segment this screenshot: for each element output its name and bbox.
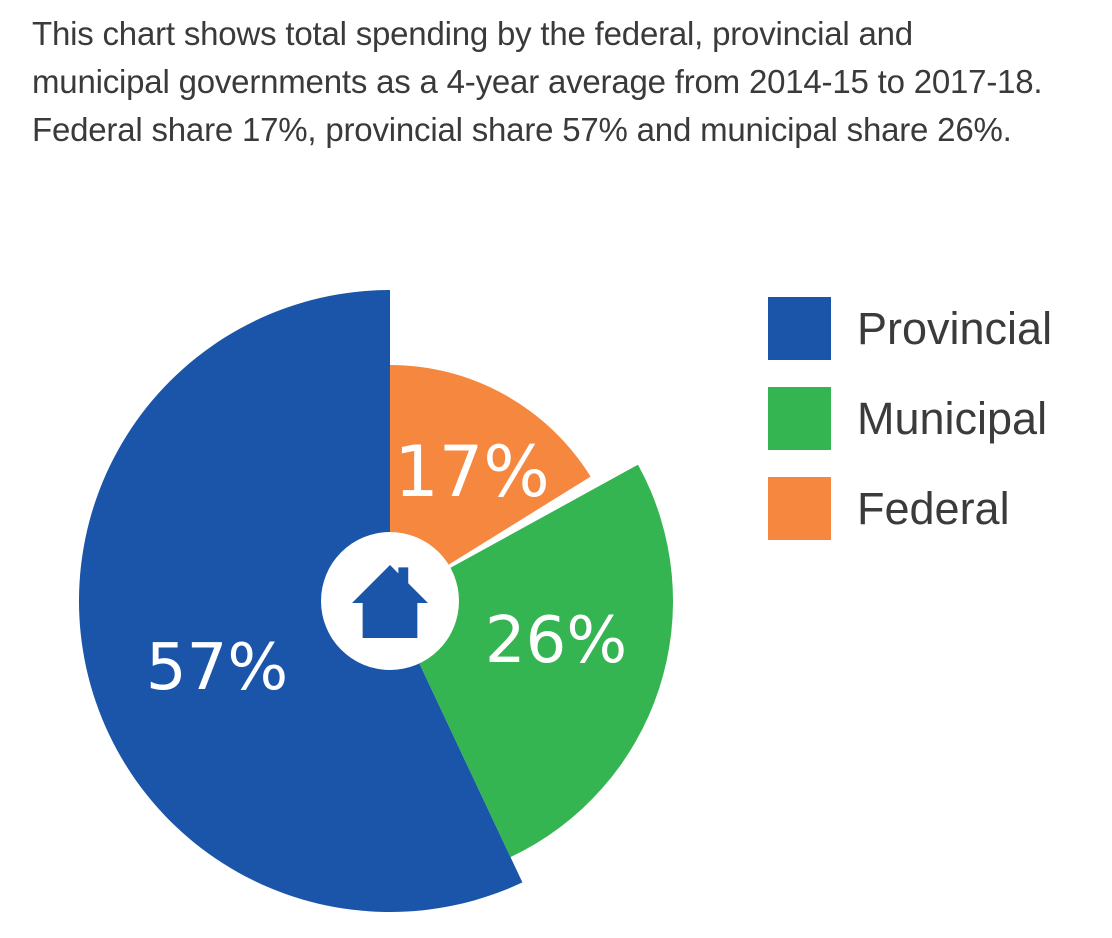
legend-label-federal: Federal [857, 483, 1010, 534]
pie-slice-federal [390, 365, 591, 601]
legend-item-municipal: Municipal [768, 387, 1052, 450]
legend-label-municipal: Municipal [857, 393, 1048, 444]
legend-swatch-provincial [768, 297, 831, 360]
legend: Provincial Municipal Federal [768, 297, 1052, 567]
pie-label-municipal: 26% [485, 604, 627, 678]
legend-swatch-municipal [768, 387, 831, 450]
legend-swatch-federal [768, 477, 831, 540]
pie-slice-municipal [390, 464, 674, 858]
description-line-1: This chart shows total spending by the f… [32, 15, 913, 52]
legend-label-provincial: Provincial [857, 303, 1053, 354]
pie-label-federal: 17% [394, 431, 550, 513]
pie-label-provincial: 57% [146, 631, 288, 705]
description-line-2: municipal governments as a 4-year averag… [32, 63, 1043, 100]
legend-item-provincial: Provincial [768, 297, 1052, 360]
house-icon [352, 565, 428, 638]
pie-slice-provincial [78, 289, 523, 912]
chart-description: This chart shows total spending by the f… [32, 10, 1043, 154]
legend-item-federal: Federal [768, 477, 1052, 540]
description-line-3: Federal share 17%, provincial share 57% … [32, 111, 1012, 148]
